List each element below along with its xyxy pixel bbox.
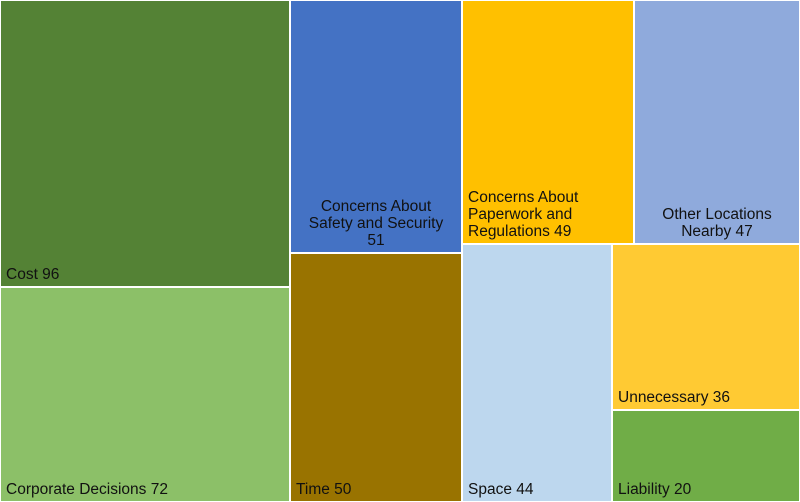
tile-label-time-line-1: Time 50 xyxy=(296,481,352,498)
tile-rect-unnecessary xyxy=(611,243,800,411)
tile-time: Time 50 xyxy=(289,252,463,502)
tile-label-concerns-about-safety-and-security-line-3: 51 xyxy=(367,232,384,249)
tile-rect-other-locations-nearby xyxy=(633,0,800,245)
tile-rect-space xyxy=(461,243,613,502)
tile-label-space-line-1: Space 44 xyxy=(468,481,534,498)
tile-label-liability-line-1: Liability 20 xyxy=(618,481,692,498)
tile-rect-liability xyxy=(611,409,800,502)
tile-corporate-decisions: Corporate Decisions 72 xyxy=(0,286,291,502)
tile-rect-concerns-about-paperwork-and-regulations xyxy=(461,0,635,245)
tile-liability: Liability 20 xyxy=(611,409,800,502)
tile-label-unnecessary-line-1: Unnecessary 36 xyxy=(618,389,730,406)
tile-label-concerns-about-paperwork-and-regulations-line-1: Concerns About xyxy=(468,189,579,206)
tile-rect-corporate-decisions xyxy=(0,286,291,502)
tile-unnecessary: Unnecessary 36 xyxy=(611,243,800,411)
tile-label-concerns-about-paperwork-and-regulations-line-3: Regulations 49 xyxy=(468,223,571,240)
tile-rect-cost xyxy=(0,0,291,288)
tile-cost: Cost 96 xyxy=(0,0,291,288)
tile-space: Space 44 xyxy=(461,243,613,502)
tile-label-corporate-decisions-line-1: Corporate Decisions 72 xyxy=(6,481,168,498)
tile-rect-time xyxy=(289,252,463,502)
tile-label-concerns-about-safety-and-security-line-2: Safety and Security xyxy=(309,215,444,232)
tile-label-cost-line-1: Cost 96 xyxy=(6,266,59,283)
tile-label-concerns-about-safety-and-security-line-1: Concerns About xyxy=(321,198,432,215)
tile-label-other-locations-nearby-line-2: Nearby 47 xyxy=(681,223,753,240)
tile-label-other-locations-nearby-line-1: Other Locations xyxy=(662,206,772,223)
tile-label-concerns-about-paperwork-and-regulations-line-2: Paperwork and xyxy=(468,206,572,223)
tile-rect-concerns-about-safety-and-security xyxy=(289,0,463,254)
